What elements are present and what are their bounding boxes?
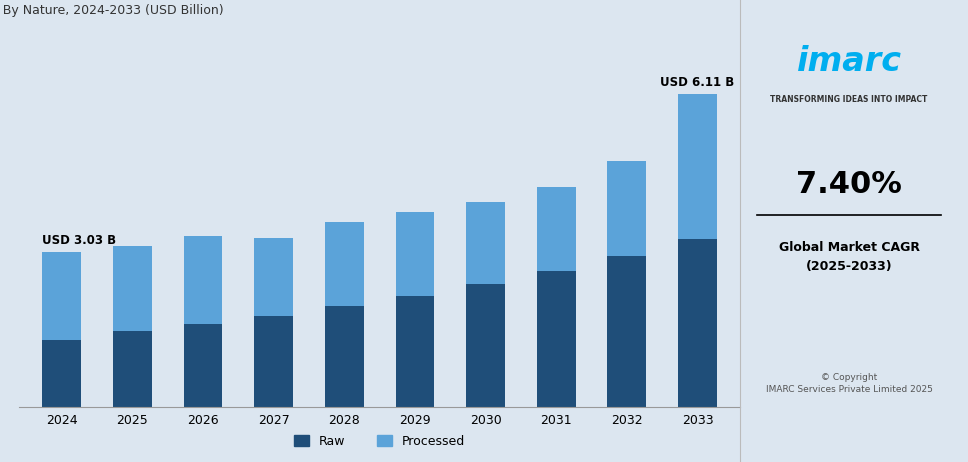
Text: © Copyright
IMARC Services Private Limited 2025: © Copyright IMARC Services Private Limit…: [766, 373, 932, 394]
Bar: [608, 161, 647, 256]
Bar: [396, 212, 435, 296]
Text: Size, By Nature, 2024-2033 (USD Billion): Size, By Nature, 2024-2033 (USD Billion): [0, 4, 224, 17]
Bar: [679, 239, 717, 407]
Bar: [396, 296, 435, 407]
Bar: [467, 202, 505, 284]
Text: TRANSFORMING IDEAS INTO IMPACT: TRANSFORMING IDEAS INTO IMPACT: [771, 95, 927, 104]
Bar: [679, 94, 717, 239]
Bar: [184, 324, 223, 407]
Bar: [325, 306, 364, 407]
Bar: [608, 256, 647, 407]
Bar: [467, 284, 505, 407]
Text: USD 6.11 B: USD 6.11 B: [660, 76, 735, 89]
Bar: [113, 331, 152, 407]
Text: 7.40%: 7.40%: [797, 170, 902, 199]
Text: Global Market CAGR
(2025-2033): Global Market CAGR (2025-2033): [778, 241, 920, 273]
Bar: [43, 252, 81, 340]
Bar: [537, 187, 576, 271]
Bar: [184, 236, 223, 324]
Bar: [113, 245, 152, 331]
Bar: [255, 238, 293, 316]
Legend: Raw, Processed: Raw, Processed: [287, 428, 471, 454]
Text: USD 3.03 B: USD 3.03 B: [42, 233, 116, 247]
Bar: [325, 223, 364, 306]
Text: imarc: imarc: [797, 45, 901, 78]
Bar: [43, 340, 81, 407]
Bar: [255, 316, 293, 407]
Bar: [537, 271, 576, 407]
